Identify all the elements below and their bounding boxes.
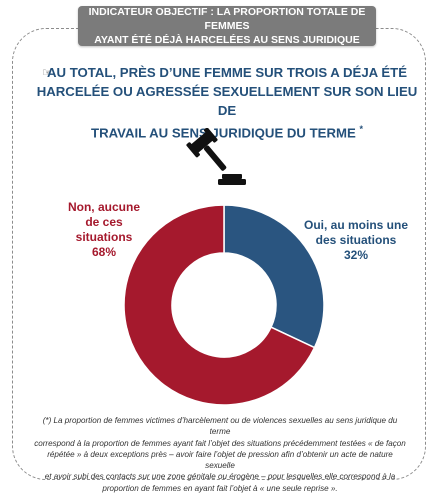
label-non-line-3: situations <box>75 230 133 244</box>
footnote-line-1: (*) La proportion de femmes victimes d’h… <box>42 416 398 437</box>
gavel-icon <box>186 128 246 185</box>
label-non-value: 68% <box>91 245 117 259</box>
footnote-line-5: proportion de femmes en ayant fait l’obj… <box>102 483 338 493</box>
indicator-header: INDICATEUR OBJECTIF : LA PROPORTION TOTA… <box>78 6 376 46</box>
headline-line-2: HARCELÉE OU AGRESSÉE SEXUELLEMENT SUR SO… <box>36 84 418 118</box>
footnote-star: * <box>359 124 363 134</box>
footnote-line-2: correspond à la proportion de femmes aya… <box>34 438 406 448</box>
headline-line-1: AU TOTAL, PRÈS D’UNE FEMME SUR TROIS A D… <box>47 65 407 80</box>
donut-chart <box>123 204 325 406</box>
headline-line-3-wrap: TRAVAIL AU SENS JURIDIQUE DU TERME * <box>34 120 420 142</box>
label-oui-line-1: Oui, au moins une <box>303 218 408 232</box>
headline-line-3: TRAVAIL AU SENS JURIDIQUE DU TERME <box>91 125 356 141</box>
footnote: (*) La proportion de femmes victimes d’h… <box>34 415 406 494</box>
label-oui-line-2: des situations <box>315 233 397 247</box>
header-line-2: AYANT ÉTÉ DÉJÀ HARCELÉES AU SENS JURIDIQ… <box>94 34 360 46</box>
footnote-line-4: et avoir subi des contacts sur une zone … <box>44 472 396 482</box>
headline: ☞ AU TOTAL, PRÈS D’UNE FEMME SUR TROIS A… <box>34 63 420 142</box>
donut-slice-1 <box>123 204 316 406</box>
label-oui-value: 32% <box>343 248 369 262</box>
pointing-hand-icon: ☞ <box>42 67 52 79</box>
header-line-1: INDICATEUR OBJECTIF : LA PROPORTION TOTA… <box>88 6 366 32</box>
label-non: Non, aucune de ces situations 68% <box>62 200 146 260</box>
footnote-line-3: répétée » à deux exceptions près – avoir… <box>47 449 393 471</box>
donut-slice-0 <box>223 204 325 349</box>
label-non-line-2: de ces <box>85 215 123 229</box>
label-non-line-1: Non, aucune <box>67 200 140 214</box>
label-oui: Oui, au moins une des situations 32% <box>286 218 426 263</box>
